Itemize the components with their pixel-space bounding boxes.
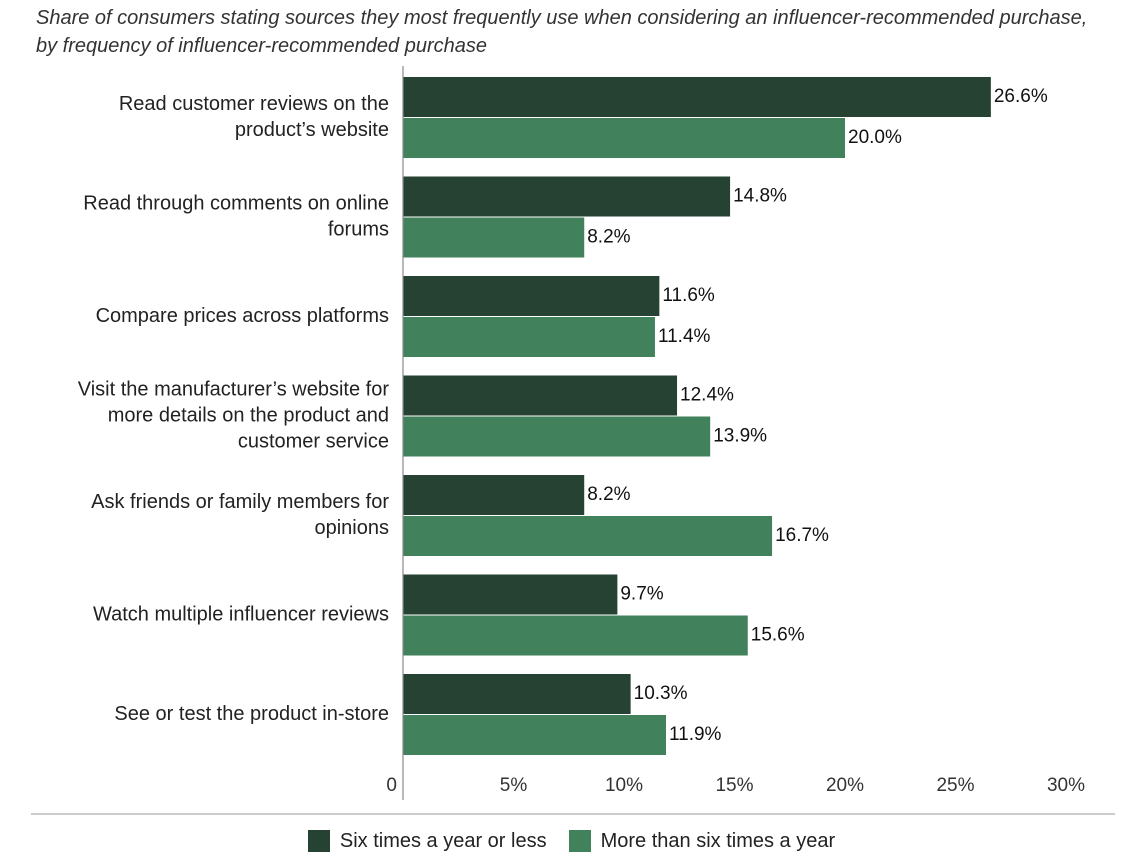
category-labels: Read customer reviews on the product’s we… (78, 93, 390, 725)
legend: Six times a year or less More than six t… (0, 824, 1143, 858)
data-label-series-2-cat-4: 13.9% (713, 426, 767, 447)
category-label-4: Visit the manufacturer’s website for more… (78, 378, 390, 452)
category-label-5: Ask friends or family members for opinion… (91, 491, 389, 539)
bar-series-2-cat-7 (403, 715, 666, 755)
bars-group (403, 77, 991, 755)
bar-series-2-cat-2 (403, 217, 585, 258)
data-label-series-1-cat-6: 9.7% (620, 584, 663, 605)
bar-series-1-cat-3 (403, 276, 660, 316)
category-label-2: Read through comments on online forums (83, 192, 389, 240)
data-label-series-1-cat-2: 14.8% (733, 186, 787, 207)
x-tick-label-2: 10% (605, 775, 643, 796)
legend-swatch-series-2 (568, 830, 591, 852)
legend-label-series-2: More than six times a year (600, 829, 836, 852)
data-label-series-2-cat-5: 16.7% (775, 525, 829, 546)
data-label-series-2-cat-2: 8.2% (587, 227, 630, 248)
category-label-3: Compare prices across platforms (96, 305, 389, 327)
category-label-1: Read customer reviews on the product’s we… (119, 93, 389, 141)
data-label-series-2-cat-7: 11.9% (669, 724, 722, 745)
data-label-series-1-cat-7: 10.3% (634, 683, 688, 704)
x-tick-label-1: 5% (500, 775, 528, 796)
data-label-series-1-cat-1: 26.6% (994, 86, 1048, 107)
x-tick-label-3: 15% (715, 775, 753, 796)
bar-series-2-cat-6 (403, 615, 748, 656)
data-label-series-1-cat-4: 12.4% (680, 385, 734, 406)
data-label-series-2-cat-3: 11.4% (658, 326, 711, 347)
data-label-series-1-cat-5: 8.2% (587, 484, 630, 505)
bar-series-2-cat-3 (403, 317, 655, 357)
x-tick-label-0: 0 (386, 775, 397, 796)
x-tick-label-6: 30% (1047, 775, 1085, 796)
data-label-series-1-cat-3: 11.6% (662, 285, 715, 306)
data-label-series-2-cat-6: 15.6% (751, 625, 805, 646)
x-tick-label-5: 25% (936, 775, 974, 796)
bar-series-1-cat-6 (403, 574, 618, 615)
bar-series-1-cat-7 (403, 674, 631, 714)
legend-item-series-1: Six times a year or less (307, 829, 547, 853)
category-label-6: Watch multiple influencer reviews (93, 603, 389, 625)
bar-series-1-cat-5 (403, 475, 585, 515)
bar-series-1-cat-2 (403, 176, 731, 217)
bar-series-2-cat-1 (403, 118, 845, 158)
bar-series-1-cat-1 (403, 77, 991, 117)
legend-item-series-2: More than six times a year (568, 829, 836, 853)
bar-series-1-cat-4 (403, 375, 678, 416)
data-label-series-2-cat-1: 20.0% (848, 127, 902, 148)
category-label-7: See or test the product in-store (114, 703, 389, 725)
legend-label-series-1: Six times a year or less (339, 829, 547, 852)
x-tick-label-4: 20% (826, 775, 864, 796)
bar-series-2-cat-5 (403, 516, 773, 556)
chart-title: Share of consumers stating sources they … (36, 7, 1088, 57)
legend-swatch-series-1 (307, 830, 330, 852)
bar-series-2-cat-4 (403, 416, 711, 457)
value-labels: 26.6% 20.0% 14.8% 8.2% 11.6% 11.4% 12.4% 13.9% 8… (587, 86, 1048, 745)
x-axis-ticks: 0 5% 10% 15% 20% 25% 30% (386, 775, 1085, 796)
